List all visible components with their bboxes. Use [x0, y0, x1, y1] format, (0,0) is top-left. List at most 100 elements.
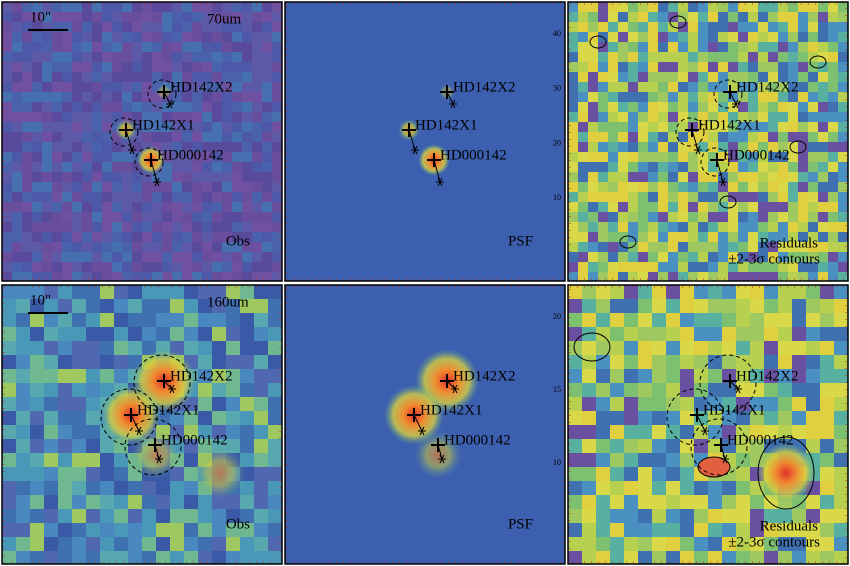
pixel	[596, 313, 610, 327]
pixel	[778, 212, 788, 222]
pixel	[798, 202, 808, 212]
pixel	[30, 523, 44, 537]
pixel	[778, 355, 792, 369]
aperture	[713, 79, 743, 109]
pixel	[838, 92, 848, 102]
pixel	[32, 262, 42, 272]
pixel	[688, 92, 698, 102]
pixel	[624, 523, 638, 537]
pixel	[806, 411, 820, 425]
pixel	[22, 82, 32, 92]
pixel	[758, 132, 768, 142]
panel-label: PSF	[508, 516, 533, 532]
offset-line	[716, 159, 724, 183]
pixel	[202, 52, 212, 62]
pixel	[86, 341, 100, 355]
pixel	[568, 192, 578, 202]
pixel	[262, 32, 272, 42]
pixel	[22, 142, 32, 152]
pixel	[598, 182, 608, 192]
pixel	[262, 62, 272, 72]
pixel	[668, 32, 678, 42]
pixel	[628, 72, 638, 82]
pixel	[806, 397, 820, 411]
pixel	[624, 537, 638, 551]
pixel	[16, 523, 30, 537]
pixel	[142, 509, 156, 523]
pixel	[688, 62, 698, 72]
pixel	[2, 272, 12, 281]
pixel	[820, 523, 834, 537]
pixel	[568, 242, 578, 252]
pixel	[100, 285, 114, 299]
pixel	[162, 12, 172, 22]
pixel	[658, 162, 668, 172]
pixel	[598, 112, 608, 122]
pixel	[172, 122, 182, 132]
pixel	[32, 72, 42, 82]
pixel	[272, 242, 282, 252]
pixel	[736, 397, 750, 411]
pixel	[596, 523, 610, 537]
pixel	[192, 232, 202, 242]
pixel	[588, 262, 598, 272]
pixel	[792, 341, 806, 355]
pixel	[598, 72, 608, 82]
pixel	[582, 467, 596, 481]
axis-tick: 15	[553, 385, 561, 394]
pixel	[162, 242, 172, 252]
pixel	[788, 22, 798, 32]
pixel	[202, 22, 212, 32]
pixel	[82, 202, 92, 212]
pixel	[728, 2, 738, 12]
pixel	[698, 202, 708, 212]
pixel	[226, 313, 240, 327]
pixel	[32, 172, 42, 182]
pixel	[708, 142, 718, 152]
pixel	[718, 242, 728, 252]
pixel	[16, 369, 30, 383]
pixel	[638, 383, 652, 397]
pixel	[112, 152, 122, 162]
pixel	[728, 62, 738, 72]
pixel	[798, 132, 808, 142]
pixel	[222, 162, 232, 172]
pixel	[808, 272, 818, 281]
pixel	[86, 397, 100, 411]
pixel	[32, 162, 42, 172]
pixel	[92, 2, 102, 12]
pixel	[92, 182, 102, 192]
pixel	[254, 509, 268, 523]
pixel	[16, 439, 30, 453]
pixel	[708, 162, 718, 172]
pixel	[58, 523, 72, 537]
pixel	[688, 102, 698, 112]
pixel	[694, 523, 708, 537]
pixel	[172, 62, 182, 72]
pixel	[132, 212, 142, 222]
pixel	[62, 22, 72, 32]
pixel	[578, 82, 588, 92]
pixel	[680, 467, 694, 481]
pixel	[272, 122, 282, 132]
pixel	[44, 523, 58, 537]
pixel	[252, 122, 262, 132]
pixel	[162, 42, 172, 52]
pixel	[232, 112, 242, 122]
pixel	[778, 122, 788, 132]
pixel	[232, 202, 242, 212]
pixel	[798, 72, 808, 82]
pixel	[788, 242, 798, 252]
pixel	[768, 12, 778, 22]
pixel	[172, 182, 182, 192]
pixel	[122, 172, 132, 182]
pixel	[212, 72, 222, 82]
pixel	[568, 82, 578, 92]
pixel	[618, 42, 628, 52]
pixel	[680, 299, 694, 313]
pixel	[568, 523, 582, 537]
pixel	[82, 82, 92, 92]
pixel	[652, 467, 666, 481]
